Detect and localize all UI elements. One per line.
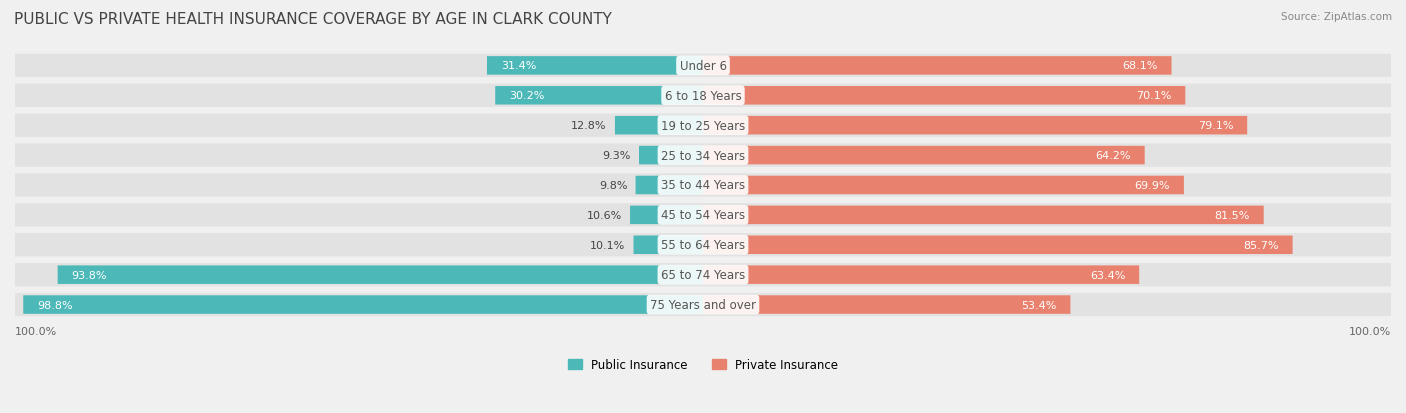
FancyBboxPatch shape	[636, 176, 703, 195]
Text: 81.5%: 81.5%	[1215, 210, 1250, 221]
FancyBboxPatch shape	[15, 204, 1391, 227]
FancyBboxPatch shape	[638, 147, 703, 165]
FancyBboxPatch shape	[630, 206, 703, 225]
Text: 69.9%: 69.9%	[1135, 180, 1170, 190]
Text: 31.4%: 31.4%	[501, 61, 536, 71]
FancyBboxPatch shape	[15, 263, 1391, 287]
FancyBboxPatch shape	[703, 266, 1139, 284]
FancyBboxPatch shape	[486, 57, 703, 76]
Legend: Public Insurance, Private Insurance: Public Insurance, Private Insurance	[564, 354, 842, 376]
Text: Under 6: Under 6	[679, 60, 727, 73]
Text: 53.4%: 53.4%	[1021, 300, 1057, 310]
FancyBboxPatch shape	[703, 87, 1185, 105]
Text: 6 to 18 Years: 6 to 18 Years	[665, 90, 741, 102]
FancyBboxPatch shape	[703, 236, 1292, 254]
Text: 45 to 54 Years: 45 to 54 Years	[661, 209, 745, 222]
FancyBboxPatch shape	[15, 55, 1391, 78]
FancyBboxPatch shape	[634, 236, 703, 254]
Text: 65 to 74 Years: 65 to 74 Years	[661, 268, 745, 282]
FancyBboxPatch shape	[15, 114, 1391, 138]
Text: 35 to 44 Years: 35 to 44 Years	[661, 179, 745, 192]
Text: 75 Years and over: 75 Years and over	[650, 298, 756, 311]
Text: 55 to 64 Years: 55 to 64 Years	[661, 239, 745, 252]
Text: 64.2%: 64.2%	[1095, 151, 1130, 161]
Text: 68.1%: 68.1%	[1122, 61, 1157, 71]
Text: 63.4%: 63.4%	[1090, 270, 1125, 280]
FancyBboxPatch shape	[703, 147, 1144, 165]
FancyBboxPatch shape	[24, 296, 703, 314]
Text: 9.8%: 9.8%	[599, 180, 627, 190]
Text: 9.3%: 9.3%	[602, 151, 631, 161]
FancyBboxPatch shape	[15, 174, 1391, 197]
Text: 100.0%: 100.0%	[15, 326, 58, 336]
FancyBboxPatch shape	[15, 144, 1391, 167]
FancyBboxPatch shape	[703, 57, 1171, 76]
FancyBboxPatch shape	[495, 87, 703, 105]
Text: 93.8%: 93.8%	[72, 270, 107, 280]
FancyBboxPatch shape	[703, 116, 1247, 135]
Text: 85.7%: 85.7%	[1243, 240, 1279, 250]
Text: 30.2%: 30.2%	[509, 91, 544, 101]
Text: 12.8%: 12.8%	[571, 121, 606, 131]
Text: 19 to 25 Years: 19 to 25 Years	[661, 119, 745, 133]
Text: 70.1%: 70.1%	[1136, 91, 1171, 101]
FancyBboxPatch shape	[703, 176, 1184, 195]
Text: Source: ZipAtlas.com: Source: ZipAtlas.com	[1281, 12, 1392, 22]
Text: 10.1%: 10.1%	[591, 240, 626, 250]
FancyBboxPatch shape	[15, 233, 1391, 257]
FancyBboxPatch shape	[614, 116, 703, 135]
FancyBboxPatch shape	[703, 296, 1070, 314]
FancyBboxPatch shape	[15, 293, 1391, 316]
FancyBboxPatch shape	[15, 84, 1391, 108]
Text: 10.6%: 10.6%	[586, 210, 621, 221]
FancyBboxPatch shape	[58, 266, 703, 284]
Text: 79.1%: 79.1%	[1198, 121, 1233, 131]
Text: 100.0%: 100.0%	[1348, 326, 1391, 336]
Text: 25 to 34 Years: 25 to 34 Years	[661, 149, 745, 162]
FancyBboxPatch shape	[703, 206, 1264, 225]
Text: 98.8%: 98.8%	[37, 300, 73, 310]
Text: PUBLIC VS PRIVATE HEALTH INSURANCE COVERAGE BY AGE IN CLARK COUNTY: PUBLIC VS PRIVATE HEALTH INSURANCE COVER…	[14, 12, 612, 27]
